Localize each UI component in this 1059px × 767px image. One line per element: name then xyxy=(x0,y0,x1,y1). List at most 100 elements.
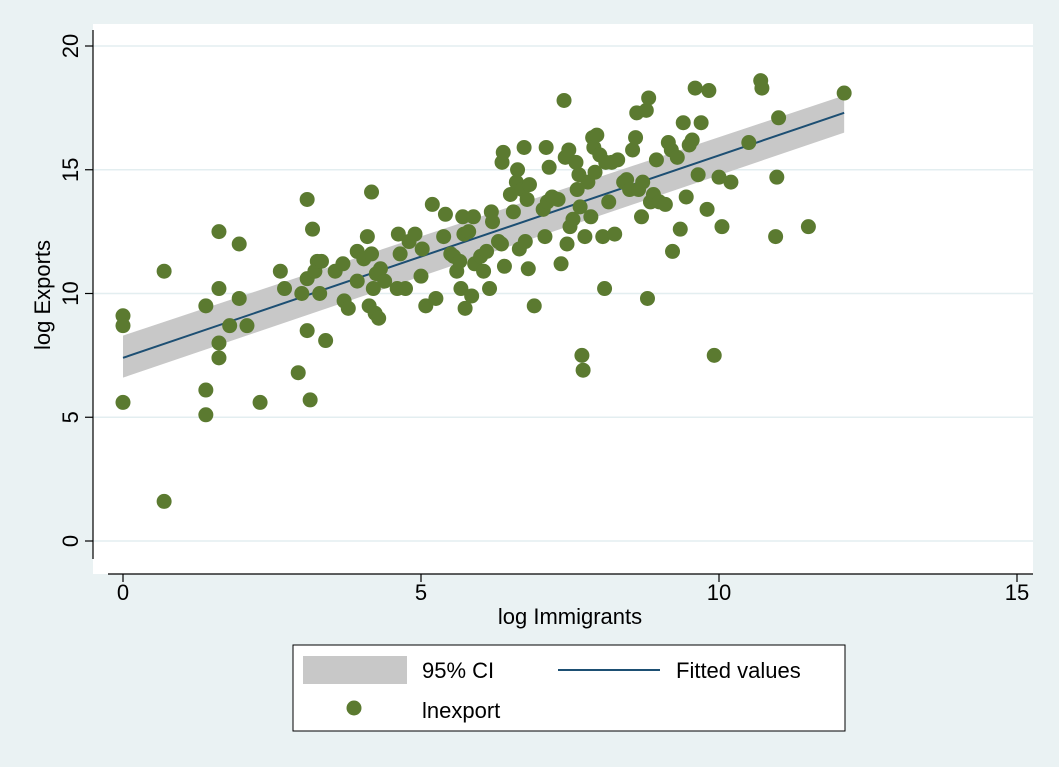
scatter-point xyxy=(198,382,214,398)
scatter-point xyxy=(479,243,495,259)
scatter-point xyxy=(465,209,481,225)
scatter-point xyxy=(684,132,700,148)
scatter-point xyxy=(601,194,617,210)
scatter-point xyxy=(502,187,518,202)
x-tick-label: 15 xyxy=(1005,580,1029,605)
legend-fit-label: Fitted values xyxy=(676,658,801,683)
scatter-point xyxy=(510,162,526,178)
scatter-point xyxy=(372,261,388,277)
legend-point-marker xyxy=(346,700,362,716)
scatter-point xyxy=(610,152,626,168)
scatter-point xyxy=(687,80,703,96)
scatter-point xyxy=(556,92,572,108)
scatter-point xyxy=(574,347,590,363)
scatter-point xyxy=(768,229,784,245)
scatter-point xyxy=(706,347,722,363)
x-tick-label: 0 xyxy=(117,580,129,605)
scatter-point xyxy=(461,224,477,240)
y-tick-label: 15 xyxy=(58,158,83,182)
scatter-point xyxy=(628,130,644,146)
scatter-point xyxy=(541,159,557,175)
scatter-point xyxy=(597,281,613,297)
scatter-point xyxy=(211,281,227,297)
scatter-point xyxy=(390,226,406,242)
scatter-point xyxy=(302,392,318,408)
ci-band-layer xyxy=(123,95,845,378)
scatter-point xyxy=(495,144,511,160)
legend-ci-label: 95% CI xyxy=(422,658,494,683)
scatter-point xyxy=(754,80,770,96)
scatter-point xyxy=(589,127,605,143)
scatter-point xyxy=(437,206,453,222)
scatter-point xyxy=(519,191,535,207)
scatter-point xyxy=(424,196,440,212)
x-axis-title: log Immigrants xyxy=(498,604,642,629)
scatter-point xyxy=(198,298,214,314)
scatter-point xyxy=(340,300,356,316)
scatter-point xyxy=(526,298,542,314)
y-ticks: 0 5 10 15 20 xyxy=(58,34,93,547)
scatter-point xyxy=(231,236,247,252)
scatter-point xyxy=(672,221,688,237)
y-tick-label: 0 xyxy=(58,535,83,547)
scatter-point xyxy=(699,201,715,217)
scatter-point xyxy=(587,164,603,180)
scatter-point xyxy=(413,268,429,284)
scatter-point xyxy=(364,246,380,262)
scatter-point xyxy=(272,263,288,279)
scatter-point xyxy=(335,256,351,272)
scatter-point xyxy=(561,142,577,158)
y-tick-label: 5 xyxy=(58,411,83,423)
scatter-point xyxy=(485,214,501,230)
scatter-point xyxy=(641,90,657,106)
scatter-point xyxy=(583,209,599,225)
scatter-point xyxy=(371,310,387,326)
scatter-point xyxy=(675,115,691,131)
scatter-point xyxy=(305,221,321,237)
scatter-point xyxy=(414,241,430,257)
scatter-point xyxy=(222,318,238,334)
scatter-point xyxy=(407,226,423,242)
x-ticks: 0 5 10 15 xyxy=(117,574,1029,605)
scatter-point xyxy=(565,211,581,227)
scatter-point xyxy=(723,174,739,190)
scatter-point xyxy=(365,281,381,297)
scatter-point xyxy=(294,286,310,301)
scatter-point xyxy=(231,290,247,306)
scatter-point xyxy=(714,219,730,235)
scatter-point xyxy=(769,169,785,185)
scatter-point xyxy=(156,493,172,509)
legend-point-label: lnexport xyxy=(422,698,500,723)
scatter-point xyxy=(505,204,521,220)
scatter-point xyxy=(701,83,717,99)
ci-band xyxy=(123,95,845,378)
fit-line-layer xyxy=(122,111,845,359)
scatter-point xyxy=(211,224,227,240)
scatter-point xyxy=(577,229,593,245)
scatter-point xyxy=(572,199,588,215)
scatter-point xyxy=(595,229,611,245)
scatter-point xyxy=(741,135,757,151)
scatter-point xyxy=(607,226,623,242)
scatter-point xyxy=(690,167,706,183)
scatter-point xyxy=(639,290,655,306)
scatter-point xyxy=(359,229,375,245)
scatter-point xyxy=(349,273,365,289)
scatter-point xyxy=(634,209,650,225)
y-tick-label: 10 xyxy=(58,281,83,305)
scatter-point xyxy=(665,243,681,259)
scatter-point xyxy=(455,209,471,225)
scatter-points xyxy=(115,73,852,509)
scatter-point xyxy=(516,139,532,155)
scatter-point xyxy=(398,281,414,297)
scatter-point xyxy=(312,286,328,301)
scatter-point xyxy=(711,169,727,185)
scatter-point xyxy=(836,85,852,101)
scatter-point xyxy=(569,182,585,198)
scatter-point xyxy=(771,110,787,126)
scatter-point xyxy=(436,229,452,245)
scatter-point xyxy=(520,261,536,277)
scatter-point xyxy=(638,102,654,118)
legend-ci-swatch xyxy=(303,656,407,684)
